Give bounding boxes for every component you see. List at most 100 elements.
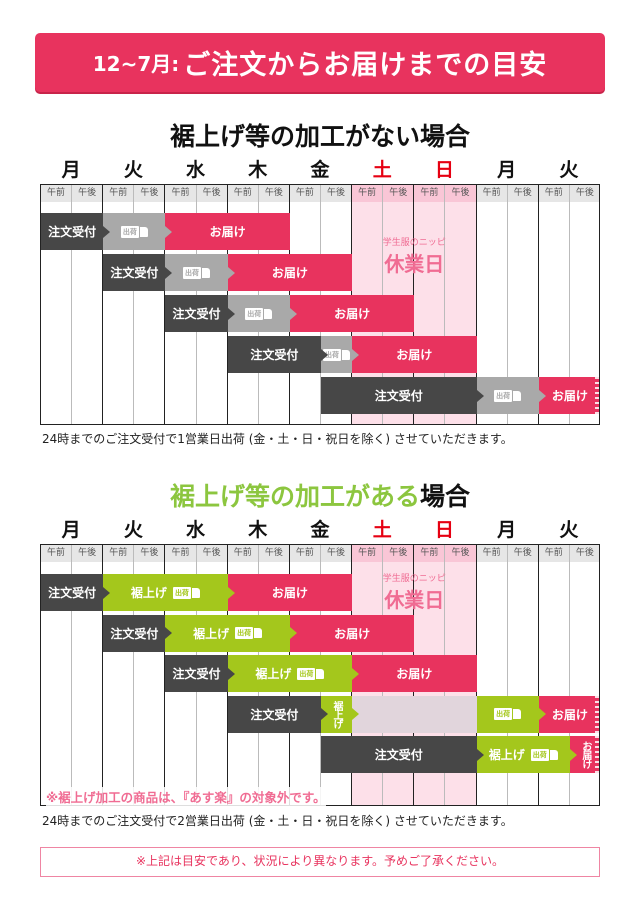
truck-cab-icon	[513, 390, 522, 401]
hem-bar: 裾上げ 出荷	[476, 736, 578, 773]
half-day-column	[72, 545, 104, 805]
truck-icon: 出荷	[235, 627, 263, 639]
half-day-header: 午後	[134, 185, 166, 202]
half-day-header: 午前	[352, 185, 384, 202]
half-day-header: 午後	[507, 545, 539, 562]
deliver-bar: お届け	[352, 655, 477, 692]
order-bar: 注文受付	[41, 213, 111, 250]
ship-label: 出荷	[297, 667, 316, 680]
wait-bar	[352, 695, 477, 733]
half-day-column	[134, 545, 166, 805]
half-day-header: 午前	[227, 545, 259, 562]
order-label: 注文受付	[110, 626, 159, 641]
half-day-header: 午後	[320, 545, 353, 562]
section2-note: 24時までのご注文受付で2営業日出荷 (金・土・日・祝日を除く) させていただき…	[42, 814, 513, 828]
half-day-header: 午前	[414, 545, 446, 562]
day-label: 火	[123, 519, 143, 541]
ship-label: 出荷	[172, 586, 191, 599]
hem-bar: 裾上げ 出荷	[227, 655, 360, 692]
ship-bar: 出荷	[103, 213, 173, 250]
day-label: 月	[61, 159, 81, 181]
continues-edge	[594, 736, 599, 773]
deliver-label: お届け	[551, 707, 588, 722]
deliver-bar: お届け	[289, 295, 415, 332]
deliver-label: お届け	[551, 389, 588, 403]
hem-label: 裾上げ	[130, 586, 167, 600]
truck-cab-icon	[264, 308, 273, 319]
half-day-column	[477, 545, 508, 805]
half-day-header: 午前	[103, 545, 135, 562]
day-label: 月	[497, 159, 517, 181]
hem-bar: 裾上げ 出荷	[103, 574, 236, 611]
truck-icon: 出荷	[494, 708, 522, 720]
ship-label: 出荷	[494, 708, 513, 720]
truck-cab-icon	[202, 267, 211, 278]
hem-bar: 裾上げ	[320, 695, 360, 733]
ship-bar: 出荷	[476, 695, 546, 733]
day-label: 火	[559, 519, 579, 541]
section2-schedule-grid: 午前 午後 午前 午後 午前 午後 午前 午後 午前 午後 午前 午後 午前 午後 午前 午後 午前 午後 学生服の…	[40, 544, 600, 806]
half-day-header: 午後	[445, 545, 477, 562]
half-day-header: 午後	[383, 545, 415, 562]
day-label: 火	[123, 159, 143, 181]
ship-label: 出荷	[183, 266, 202, 279]
order-bar: 注文受付	[320, 377, 484, 414]
holiday-text: 休業日	[384, 588, 445, 612]
order-label: 注文受付	[172, 667, 221, 681]
day-label: 水	[186, 519, 206, 541]
half-day-header: 午前	[165, 545, 197, 562]
hem-label: 裾上げ	[255, 667, 292, 681]
order-bar: 注文受付	[41, 574, 111, 611]
day-label: 月	[61, 519, 81, 541]
deliver-label: お届け	[271, 266, 308, 280]
order-label: 注文受付	[374, 389, 423, 403]
half-day-header: 午後	[258, 185, 290, 202]
order-bar: 注文受付	[103, 614, 173, 652]
half-day-header: 午前	[41, 185, 73, 202]
half-day-column	[103, 185, 135, 424]
truck-cab-icon	[191, 587, 200, 598]
truck-cab-icon	[139, 226, 148, 237]
half-day-header: 午後	[383, 185, 415, 202]
truck-icon: 出荷	[494, 389, 522, 402]
order-bar: 注文受付	[165, 295, 235, 332]
half-day-header: 午前	[289, 185, 321, 202]
half-day-column	[508, 185, 539, 424]
deliver-bar: お届け	[538, 695, 599, 733]
half-day-header: 午前	[165, 185, 197, 202]
truck-icon: 出荷	[530, 748, 558, 761]
truck-icon: 出荷	[172, 586, 200, 599]
deliver-label: お届け	[396, 667, 433, 681]
hem-bar: 裾上げ 出荷	[165, 614, 298, 652]
day-label: 金	[310, 159, 330, 181]
hem-label: 裾上げ	[331, 700, 343, 728]
day-label: 木	[248, 519, 268, 541]
deliver-bar: お届け	[289, 614, 415, 652]
truck-icon: 出荷	[183, 266, 211, 279]
day-label: 火	[559, 159, 579, 181]
section1-schedule-grid: 午前 午後 午前 午後 午前 午後 午前 午後 午前 午後 午前 午後 午前 午後 午前 午後 午前 午後 学生服の…	[40, 184, 600, 425]
holiday-label: 学生服のニッピ 休業日	[352, 235, 476, 277]
deliver-bar: お届け	[227, 574, 353, 611]
title-banner: 12~7月: ご注文からお届けまでの目安	[35, 33, 605, 92]
order-bar: 注文受付	[165, 655, 235, 692]
half-day-column	[508, 545, 539, 805]
ship-label: 出荷	[494, 389, 513, 402]
half-day-header: 午後	[258, 545, 290, 562]
order-bar: 注文受付	[103, 254, 173, 291]
shop-name: 学生服のニッピ	[382, 574, 446, 584]
page-title: ご注文からお届けまでの目安	[183, 50, 548, 81]
half-day-column	[103, 545, 135, 805]
section1-title-text: 裾上げ等の加工がない場合	[169, 122, 470, 151]
deliver-label: お届け	[209, 225, 246, 239]
half-day-header: 午後	[196, 185, 228, 202]
order-label: 注文受付	[110, 266, 159, 280]
ship-bar: 出荷	[476, 377, 546, 414]
continues-edge	[594, 377, 599, 414]
half-day-header: 午後	[320, 185, 353, 202]
ship-label: 出荷	[530, 748, 549, 761]
half-day-header: 午前	[103, 185, 135, 202]
day-label: 日	[434, 159, 454, 181]
ship-bar: 出荷	[165, 254, 235, 291]
order-label: 注文受付	[250, 348, 299, 362]
